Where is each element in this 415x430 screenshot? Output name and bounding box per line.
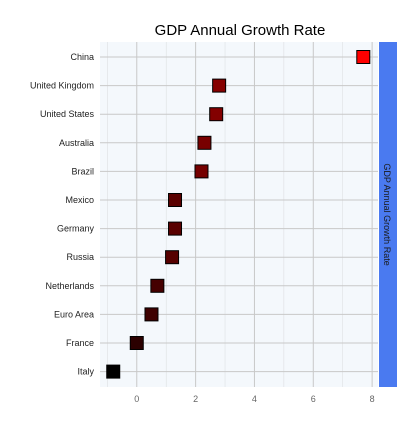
category-label: China <box>70 52 94 62</box>
data-point <box>197 135 212 150</box>
category-label: France <box>66 338 94 348</box>
category-label: Australia <box>59 138 94 148</box>
category-label: Brazil <box>71 166 94 176</box>
x-tick-label: 8 <box>370 394 375 404</box>
category-label: Netherlands <box>45 281 94 291</box>
data-point <box>144 307 159 322</box>
data-point <box>129 336 144 350</box>
data-point <box>106 364 121 379</box>
facet-strip-label: GDP Annual Growth Rate <box>382 163 392 265</box>
facet-strip <box>379 42 397 387</box>
x-tick-label: 2 <box>193 394 198 404</box>
category-label: Italy <box>77 367 94 377</box>
data-point <box>356 50 371 64</box>
plot-panel <box>100 42 378 387</box>
category-label: United States <box>40 109 95 119</box>
grid-lines <box>100 42 378 387</box>
data-point <box>168 221 183 236</box>
x-tick-label: 0 <box>134 394 139 404</box>
category-label: United Kingdom <box>30 81 94 91</box>
chart-title: GDP Annual Growth Rate <box>155 22 326 39</box>
data-point <box>150 278 165 293</box>
data-point <box>212 78 227 93</box>
data-point <box>194 164 209 179</box>
category-label: Germany <box>57 224 95 234</box>
x-axis-ticks: 0 2 4 6 8 <box>134 394 374 404</box>
category-label: Russia <box>66 252 94 262</box>
category-label: Euro Area <box>54 309 94 319</box>
data-points <box>106 50 371 379</box>
category-label: Mexico <box>65 195 94 205</box>
data-point <box>165 250 180 265</box>
x-tick-label: 6 <box>311 394 316 404</box>
data-point <box>168 193 183 207</box>
x-tick-label: 4 <box>252 394 257 404</box>
category-labels: China United Kingdom United States Australi… <box>30 52 95 377</box>
data-point <box>209 107 224 122</box>
